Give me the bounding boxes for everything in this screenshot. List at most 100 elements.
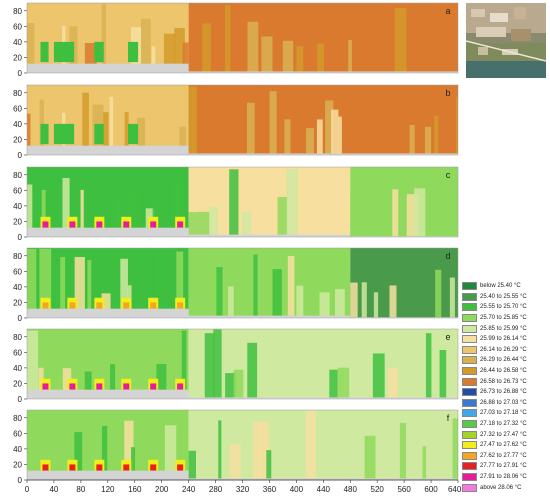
legend-entry: 27.32 to 27.47 °C xyxy=(462,429,550,440)
panel-label: c xyxy=(446,170,451,180)
y-tick-label: 60 xyxy=(13,22,22,31)
air-column xyxy=(338,368,349,399)
air-column xyxy=(198,212,210,237)
legend-swatch xyxy=(462,441,477,449)
legend-swatch xyxy=(462,473,477,481)
air-column xyxy=(287,169,298,237)
hot-surface-spot xyxy=(69,464,75,470)
legend-label: above 28.06 °C xyxy=(480,485,521,491)
ground xyxy=(27,146,189,155)
hot-surface-spot xyxy=(123,464,129,470)
legend-swatch xyxy=(462,388,477,396)
y-tick-label: 20 xyxy=(13,53,22,62)
legend-label: 25.99 to 26.14 °C xyxy=(480,336,527,342)
hot-surface-spot xyxy=(42,464,48,470)
y-tick-label: 60 xyxy=(13,104,22,113)
air-column xyxy=(360,31,367,73)
y-tick-label: 0 xyxy=(18,314,23,323)
air-column xyxy=(368,190,373,237)
legend-entry: 25.55 to 25.70 °C xyxy=(462,302,550,313)
panel-e xyxy=(27,329,458,399)
legend-swatch xyxy=(462,303,477,311)
hot-surface-spot xyxy=(96,221,102,227)
hot-surface-spot xyxy=(177,302,183,308)
legend-label: 26.88 to 27.03 °C xyxy=(480,400,527,406)
hot-surface-spot xyxy=(150,221,156,227)
y-tick-label: 40 xyxy=(13,364,22,373)
y-tick-label: 0 xyxy=(18,233,23,242)
air-column xyxy=(301,334,309,399)
y-tick-label: 0 xyxy=(18,395,23,404)
legend-label: 25.70 to 25.85 °C xyxy=(480,315,527,321)
y-tick-label: 0 xyxy=(18,151,23,160)
hot-surface-spot xyxy=(123,383,129,389)
hot-surface-spot xyxy=(69,383,75,389)
air-column xyxy=(102,4,107,73)
air-column xyxy=(456,97,458,155)
legend-swatch xyxy=(462,431,477,439)
air-column xyxy=(189,212,198,237)
air-column xyxy=(189,451,196,480)
hot-surface-spot xyxy=(150,302,156,308)
y-tick-label: 20 xyxy=(13,217,22,226)
air-column xyxy=(391,114,400,155)
ground xyxy=(27,64,189,73)
legend-entry: 27.47 to 27.62 °C xyxy=(462,440,550,451)
x-tick-label: 480 xyxy=(344,485,358,494)
air-column xyxy=(453,418,458,480)
x-tick-label: 320 xyxy=(236,485,250,494)
y-tick-label: 60 xyxy=(13,186,22,195)
hot-surface-spot xyxy=(42,383,48,389)
hot-surface-spot xyxy=(96,464,102,470)
legend-entry: 25.70 to 25.85 °C xyxy=(462,313,550,324)
panel-c xyxy=(27,167,458,237)
y-tick-label: 20 xyxy=(13,379,22,388)
legend-swatch xyxy=(462,356,477,364)
x-tick-label: 0 xyxy=(25,485,30,494)
legend-swatch xyxy=(462,378,477,386)
legend-label: 25.85 to 25.99 °C xyxy=(480,326,527,332)
legend-label: 27.62 to 27.77 °C xyxy=(480,453,527,459)
y-tick-label: 40 xyxy=(13,283,22,292)
y-tick-label: 80 xyxy=(13,89,22,98)
x-tick-label: 80 xyxy=(76,485,85,494)
air-column xyxy=(218,420,221,480)
y-tick-label: 80 xyxy=(13,252,22,261)
air-column xyxy=(329,370,337,399)
tree-canopy xyxy=(54,42,74,62)
x-tick-label: 440 xyxy=(317,485,331,494)
air-column xyxy=(273,269,282,318)
air-column xyxy=(450,278,455,318)
ground xyxy=(189,235,351,237)
air-column xyxy=(338,117,342,155)
legend-entry: 26.73 to 26.88 °C xyxy=(462,387,550,398)
tree-canopy xyxy=(54,124,74,144)
air-column xyxy=(408,7,418,73)
y-tick-label: 80 xyxy=(13,333,22,342)
air-field xyxy=(350,167,458,237)
legend-label: 27.32 to 27.47 °C xyxy=(480,432,527,438)
y-tick-label: 80 xyxy=(13,171,22,180)
air-column xyxy=(247,343,257,399)
tree-canopy xyxy=(128,42,138,62)
air-field xyxy=(27,167,189,237)
legend-entry: 27.62 to 27.77 °C xyxy=(462,451,550,462)
y-tick-label: 60 xyxy=(13,348,22,357)
legend-swatch xyxy=(462,484,477,492)
y-tick-label: 60 xyxy=(13,267,22,276)
air-field xyxy=(189,85,458,155)
air-column xyxy=(216,267,222,318)
y-tick-label: 20 xyxy=(13,135,22,144)
hot-surface-spot xyxy=(177,383,183,389)
air-column xyxy=(420,28,430,73)
legend-entry: 26.14 to 26.29 °C xyxy=(462,345,550,356)
hot-surface-spot xyxy=(42,221,48,227)
legend-label: 26.14 to 26.29 °C xyxy=(480,347,527,353)
x-tick-label: 280 xyxy=(209,485,223,494)
air-column xyxy=(317,44,324,73)
air-column xyxy=(345,429,355,480)
legend-entry: 27.18 to 27.32 °C xyxy=(462,419,550,430)
x-tick-label: 40 xyxy=(49,485,58,494)
air-column xyxy=(261,36,272,73)
